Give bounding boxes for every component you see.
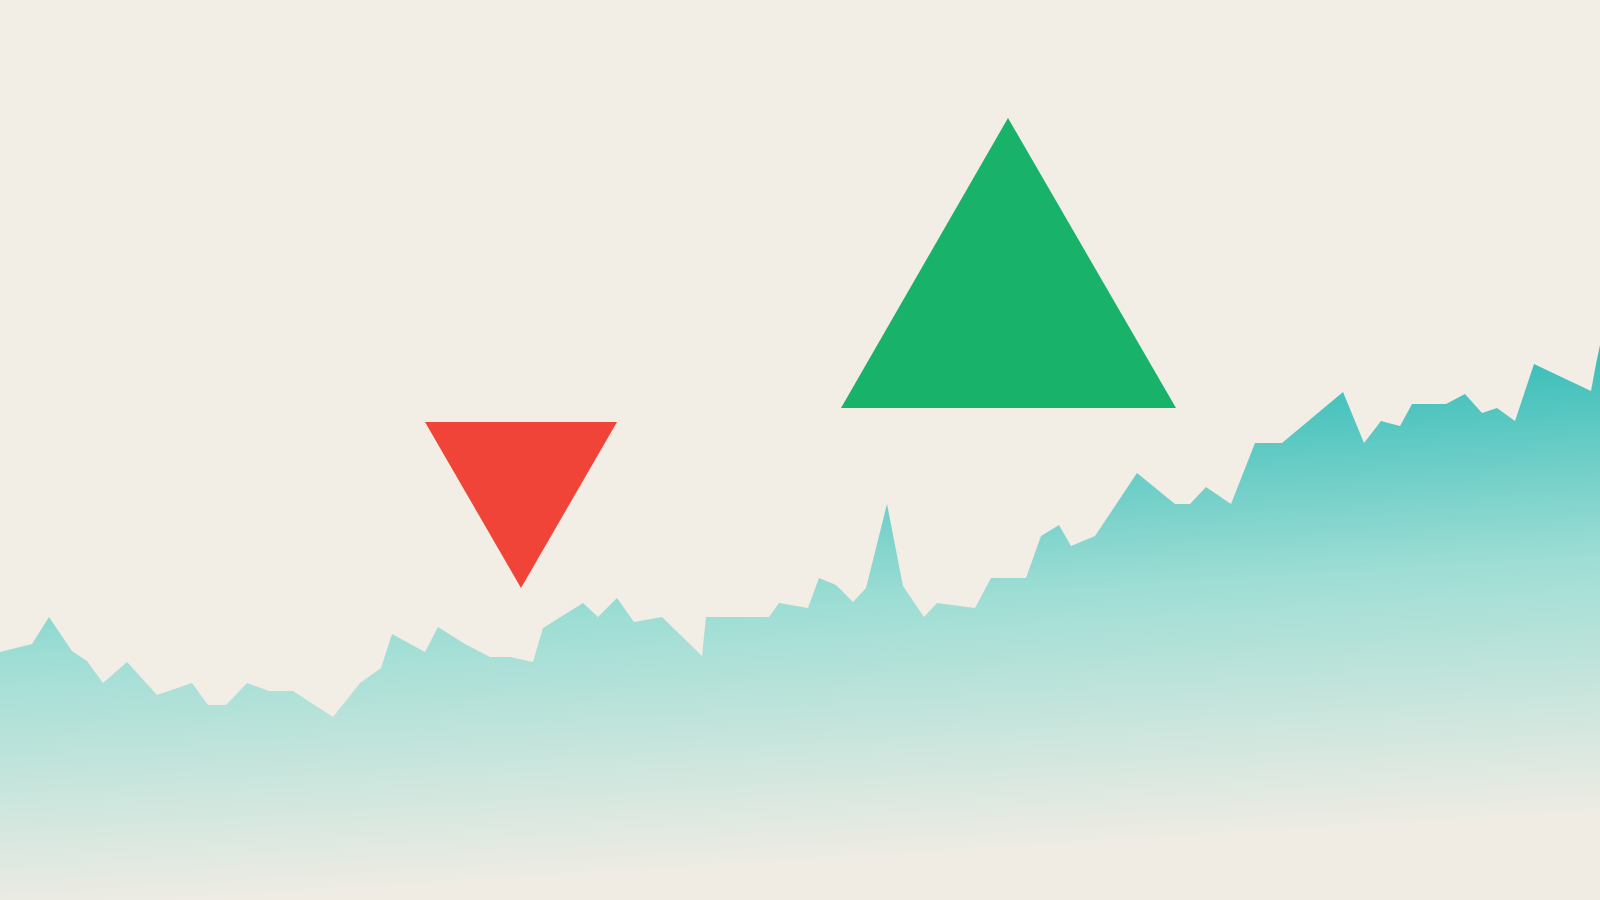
area-shape bbox=[0, 345, 1600, 900]
triangle-down-icon bbox=[425, 422, 617, 588]
triangle-up-icon bbox=[841, 118, 1176, 408]
